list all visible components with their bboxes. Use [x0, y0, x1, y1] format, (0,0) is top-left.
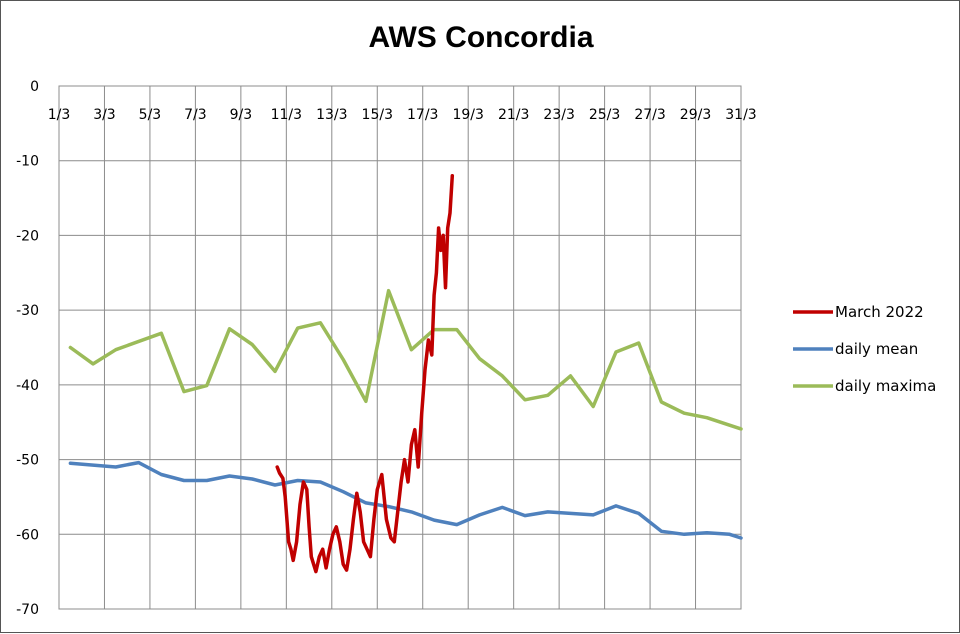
legend-label: daily maxima — [835, 377, 936, 395]
x-tick-label: 3/3 — [93, 107, 116, 123]
y-tick-label: -10 — [16, 154, 39, 170]
x-tick-label: 9/3 — [230, 107, 253, 123]
x-tick-label: 13/3 — [316, 107, 347, 123]
x-axis-ticks: 1/3 3/3 5/3 7/3 9/3 11/3 13/3 15/3 17/3 19/3 21/3 2… — [48, 107, 757, 123]
x-tick-label: 5/3 — [139, 107, 162, 123]
x-tick-label: 27/3 — [634, 107, 665, 123]
x-tick-label: 29/3 — [680, 107, 711, 123]
x-tick-label: 31/3 — [725, 107, 756, 123]
series-line-daily-maxima — [68, 288, 743, 431]
x-tick-label: 19/3 — [452, 107, 483, 123]
x-tick-label: 17/3 — [407, 107, 438, 123]
x-tick-label: 21/3 — [498, 107, 529, 123]
chart-title: AWS Concordia — [368, 21, 594, 54]
series-lines — [68, 173, 743, 574]
x-tick-label: 25/3 — [589, 107, 620, 123]
x-tick-label: 15/3 — [362, 107, 393, 123]
x-tick-label: 7/3 — [184, 107, 207, 123]
y-tick-label: -50 — [16, 453, 39, 469]
legend-label: daily mean — [835, 340, 918, 358]
y-axis-ticks: 0 -10 -20 -30 -40 -50 -60 -70 — [16, 79, 39, 618]
y-tick-label: -20 — [16, 228, 39, 244]
y-tick-label: -60 — [16, 527, 39, 543]
y-tick-label: 0 — [30, 79, 39, 95]
x-tick-label: 11/3 — [271, 107, 302, 123]
y-tick-label: -70 — [16, 602, 39, 618]
x-tick-label: 23/3 — [543, 107, 574, 123]
legend: March 2022 daily mean daily maxima — [793, 303, 936, 395]
series-line-daily-mean — [68, 460, 743, 540]
legend-label: March 2022 — [835, 303, 924, 321]
grid — [58, 85, 742, 610]
x-tick-label: 1/3 — [48, 107, 71, 123]
y-tick-label: -40 — [16, 378, 39, 394]
series-line-march-2022 — [275, 173, 455, 574]
plot-area-border — [58, 85, 742, 610]
y-tick-label: -30 — [16, 303, 39, 319]
